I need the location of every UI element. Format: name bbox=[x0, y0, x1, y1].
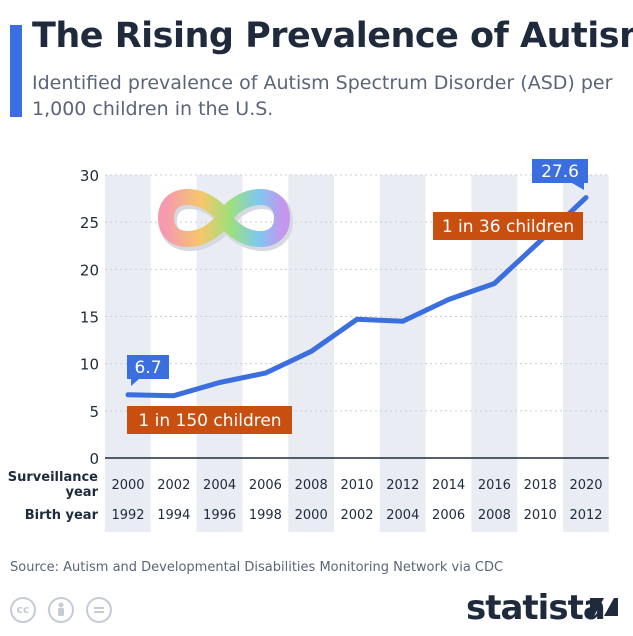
statista-logo-mark-icon bbox=[590, 598, 618, 616]
page-subtitle: Identified prevalence of Autism Spectrum… bbox=[32, 72, 613, 120]
birth-year-label: 2000 bbox=[295, 508, 328, 523]
y-tick-label: 15 bbox=[80, 309, 99, 327]
birth-year-label: 2006 bbox=[432, 508, 465, 523]
x-tick-label: 2006 bbox=[249, 478, 282, 493]
y-tick-label: 5 bbox=[89, 403, 99, 421]
end-note-callout: 1 in 36 children bbox=[433, 212, 583, 240]
y-tick-label: 10 bbox=[80, 356, 99, 374]
column-band bbox=[379, 175, 426, 532]
no-derivatives-icon[interactable] bbox=[86, 597, 112, 623]
birth-year-label: 2002 bbox=[340, 508, 373, 523]
column-band bbox=[105, 175, 151, 532]
source-note: Source: Autism and Developmental Disabil… bbox=[10, 560, 504, 575]
birth-year-label: 1998 bbox=[249, 508, 282, 523]
x-tick-label: 2004 bbox=[203, 478, 236, 493]
x-tick-label: 2014 bbox=[432, 478, 465, 493]
start-note-callout: 1 in 150 children bbox=[127, 406, 292, 434]
page-title: The Rising Prevalence of Autism bbox=[32, 16, 633, 56]
end-value-label: 27.6 bbox=[541, 162, 579, 182]
birth-year-label: 2010 bbox=[524, 508, 557, 523]
y-axis-ticks: 0 5 10 15 20 25 30 bbox=[80, 167, 99, 468]
birth-year-label: 2004 bbox=[386, 508, 419, 523]
birth-year-label: 1994 bbox=[157, 508, 190, 523]
y-tick-label: 20 bbox=[80, 261, 99, 279]
birth-year-label: 2012 bbox=[569, 508, 602, 523]
y-tick-label: 25 bbox=[80, 214, 99, 232]
surveillance-year-row-label: Surveillance bbox=[8, 470, 98, 485]
x-tick-label: 2000 bbox=[111, 478, 144, 493]
x-tick-label: 2016 bbox=[478, 478, 511, 493]
y-tick-label: 30 bbox=[80, 167, 99, 185]
statista-logo[interactable]: statista bbox=[466, 588, 606, 628]
x-tick-label: 2012 bbox=[386, 478, 419, 493]
birth-year-label: 1996 bbox=[203, 508, 236, 523]
x-tick-label: 2008 bbox=[295, 478, 328, 493]
birth-year-row-label: Birth year bbox=[25, 508, 99, 523]
infinity-symbol-icon bbox=[157, 189, 294, 251]
start-note-label: 1 in 150 children bbox=[138, 411, 281, 431]
y-tick-label: 0 bbox=[89, 450, 99, 468]
birth-year-label: 1992 bbox=[111, 508, 144, 523]
surveillance-year-row-label: year bbox=[66, 485, 99, 500]
end-note-label: 1 in 36 children bbox=[442, 217, 574, 237]
x-tick-label: 2018 bbox=[524, 478, 557, 493]
gridlines bbox=[105, 174, 609, 459]
series-line bbox=[125, 195, 589, 399]
end-value-callout: 27.6 bbox=[532, 159, 588, 190]
birth-year-label: 2008 bbox=[478, 508, 511, 523]
start-value-label: 6.7 bbox=[134, 358, 161, 378]
start-value-callout: 6.7 bbox=[127, 355, 169, 386]
x-tick-label: 2010 bbox=[340, 478, 373, 493]
x-tick-label: 2020 bbox=[569, 478, 602, 493]
accent-bar bbox=[10, 25, 22, 117]
x-tick-label: 2002 bbox=[157, 478, 190, 493]
attribution-icon[interactable] bbox=[48, 597, 74, 623]
creative-commons-icon[interactable]: cc bbox=[10, 597, 36, 623]
x-axis-labels: 2000 1992 2002 1994 2004 1996 2006 1998 2008 2000… bbox=[111, 478, 602, 523]
